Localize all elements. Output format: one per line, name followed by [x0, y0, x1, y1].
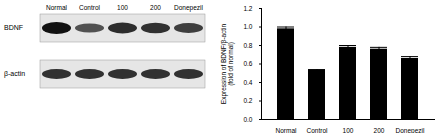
- svg-text:Normal: Normal: [276, 127, 298, 133]
- svg-text:0.2: 0.2: [243, 97, 252, 104]
- svg-text:Control: Control: [79, 4, 101, 11]
- svg-text:Normal: Normal: [46, 4, 68, 11]
- svg-text:1.0: 1.0: [243, 23, 252, 30]
- svg-text:Expression of BDNF/β-actin(fol: Expression of BDNF/β-actin(fold of norma…: [220, 23, 235, 104]
- svg-text:1.2: 1.2: [243, 5, 252, 12]
- svg-text:200: 200: [150, 4, 161, 11]
- svg-text:Donepezil: Donepezil: [174, 4, 203, 12]
- svg-text:200: 200: [374, 127, 385, 133]
- svg-text:Control: Control: [307, 127, 329, 133]
- svg-text:BDNF: BDNF: [4, 24, 23, 31]
- svg-text:0.6: 0.6: [243, 60, 252, 67]
- svg-text:0.0: 0.0: [243, 116, 252, 123]
- svg-text:0.4: 0.4: [243, 79, 252, 86]
- svg-text:Donepezil: Donepezil: [396, 127, 425, 133]
- svg-text:100: 100: [343, 127, 354, 133]
- svg-text:100: 100: [117, 4, 128, 11]
- svg-text:0.8: 0.8: [243, 42, 252, 49]
- svg-text:β-actin: β-actin: [4, 70, 25, 78]
